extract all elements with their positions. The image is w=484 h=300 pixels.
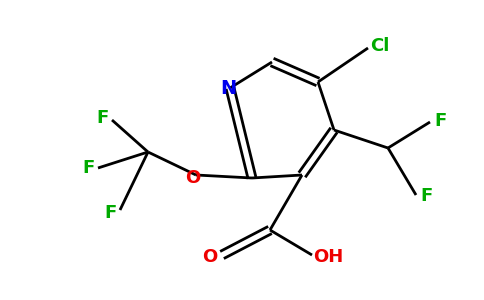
Text: N: N [220, 80, 236, 98]
Text: OH: OH [313, 248, 343, 266]
Text: O: O [202, 248, 218, 266]
Text: F: F [434, 112, 446, 130]
Text: F: F [104, 204, 116, 222]
Text: F: F [420, 187, 432, 205]
Text: F: F [96, 109, 108, 127]
Text: Cl: Cl [370, 37, 390, 55]
Text: O: O [185, 169, 201, 187]
Text: F: F [82, 159, 94, 177]
